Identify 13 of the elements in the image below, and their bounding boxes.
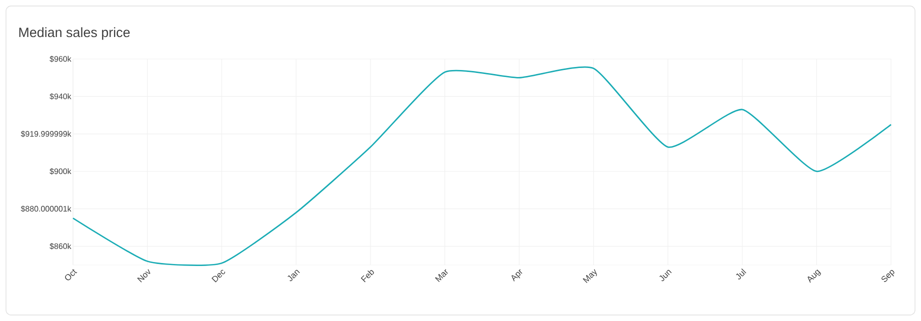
x-tick-label: Jun: [659, 270, 672, 282]
x-tick-label: Jan: [288, 270, 300, 282]
x-tick-label: May: [582, 269, 597, 284]
x-tick-label: Sep: [882, 270, 894, 282]
x-tick-label: Dec: [212, 270, 226, 282]
x-tick-label: Oct: [65, 269, 78, 280]
x-tick-label: Nov: [137, 269, 150, 282]
x-tick-label: Mar: [434, 269, 448, 282]
x-tick-label: Aug: [808, 269, 821, 283]
x-tick-label: Feb: [360, 270, 374, 282]
x-tick-label: Apr: [512, 269, 522, 282]
chart-title: Median sales price: [19, 27, 130, 40]
x-tick-label: Jul: [736, 268, 746, 280]
